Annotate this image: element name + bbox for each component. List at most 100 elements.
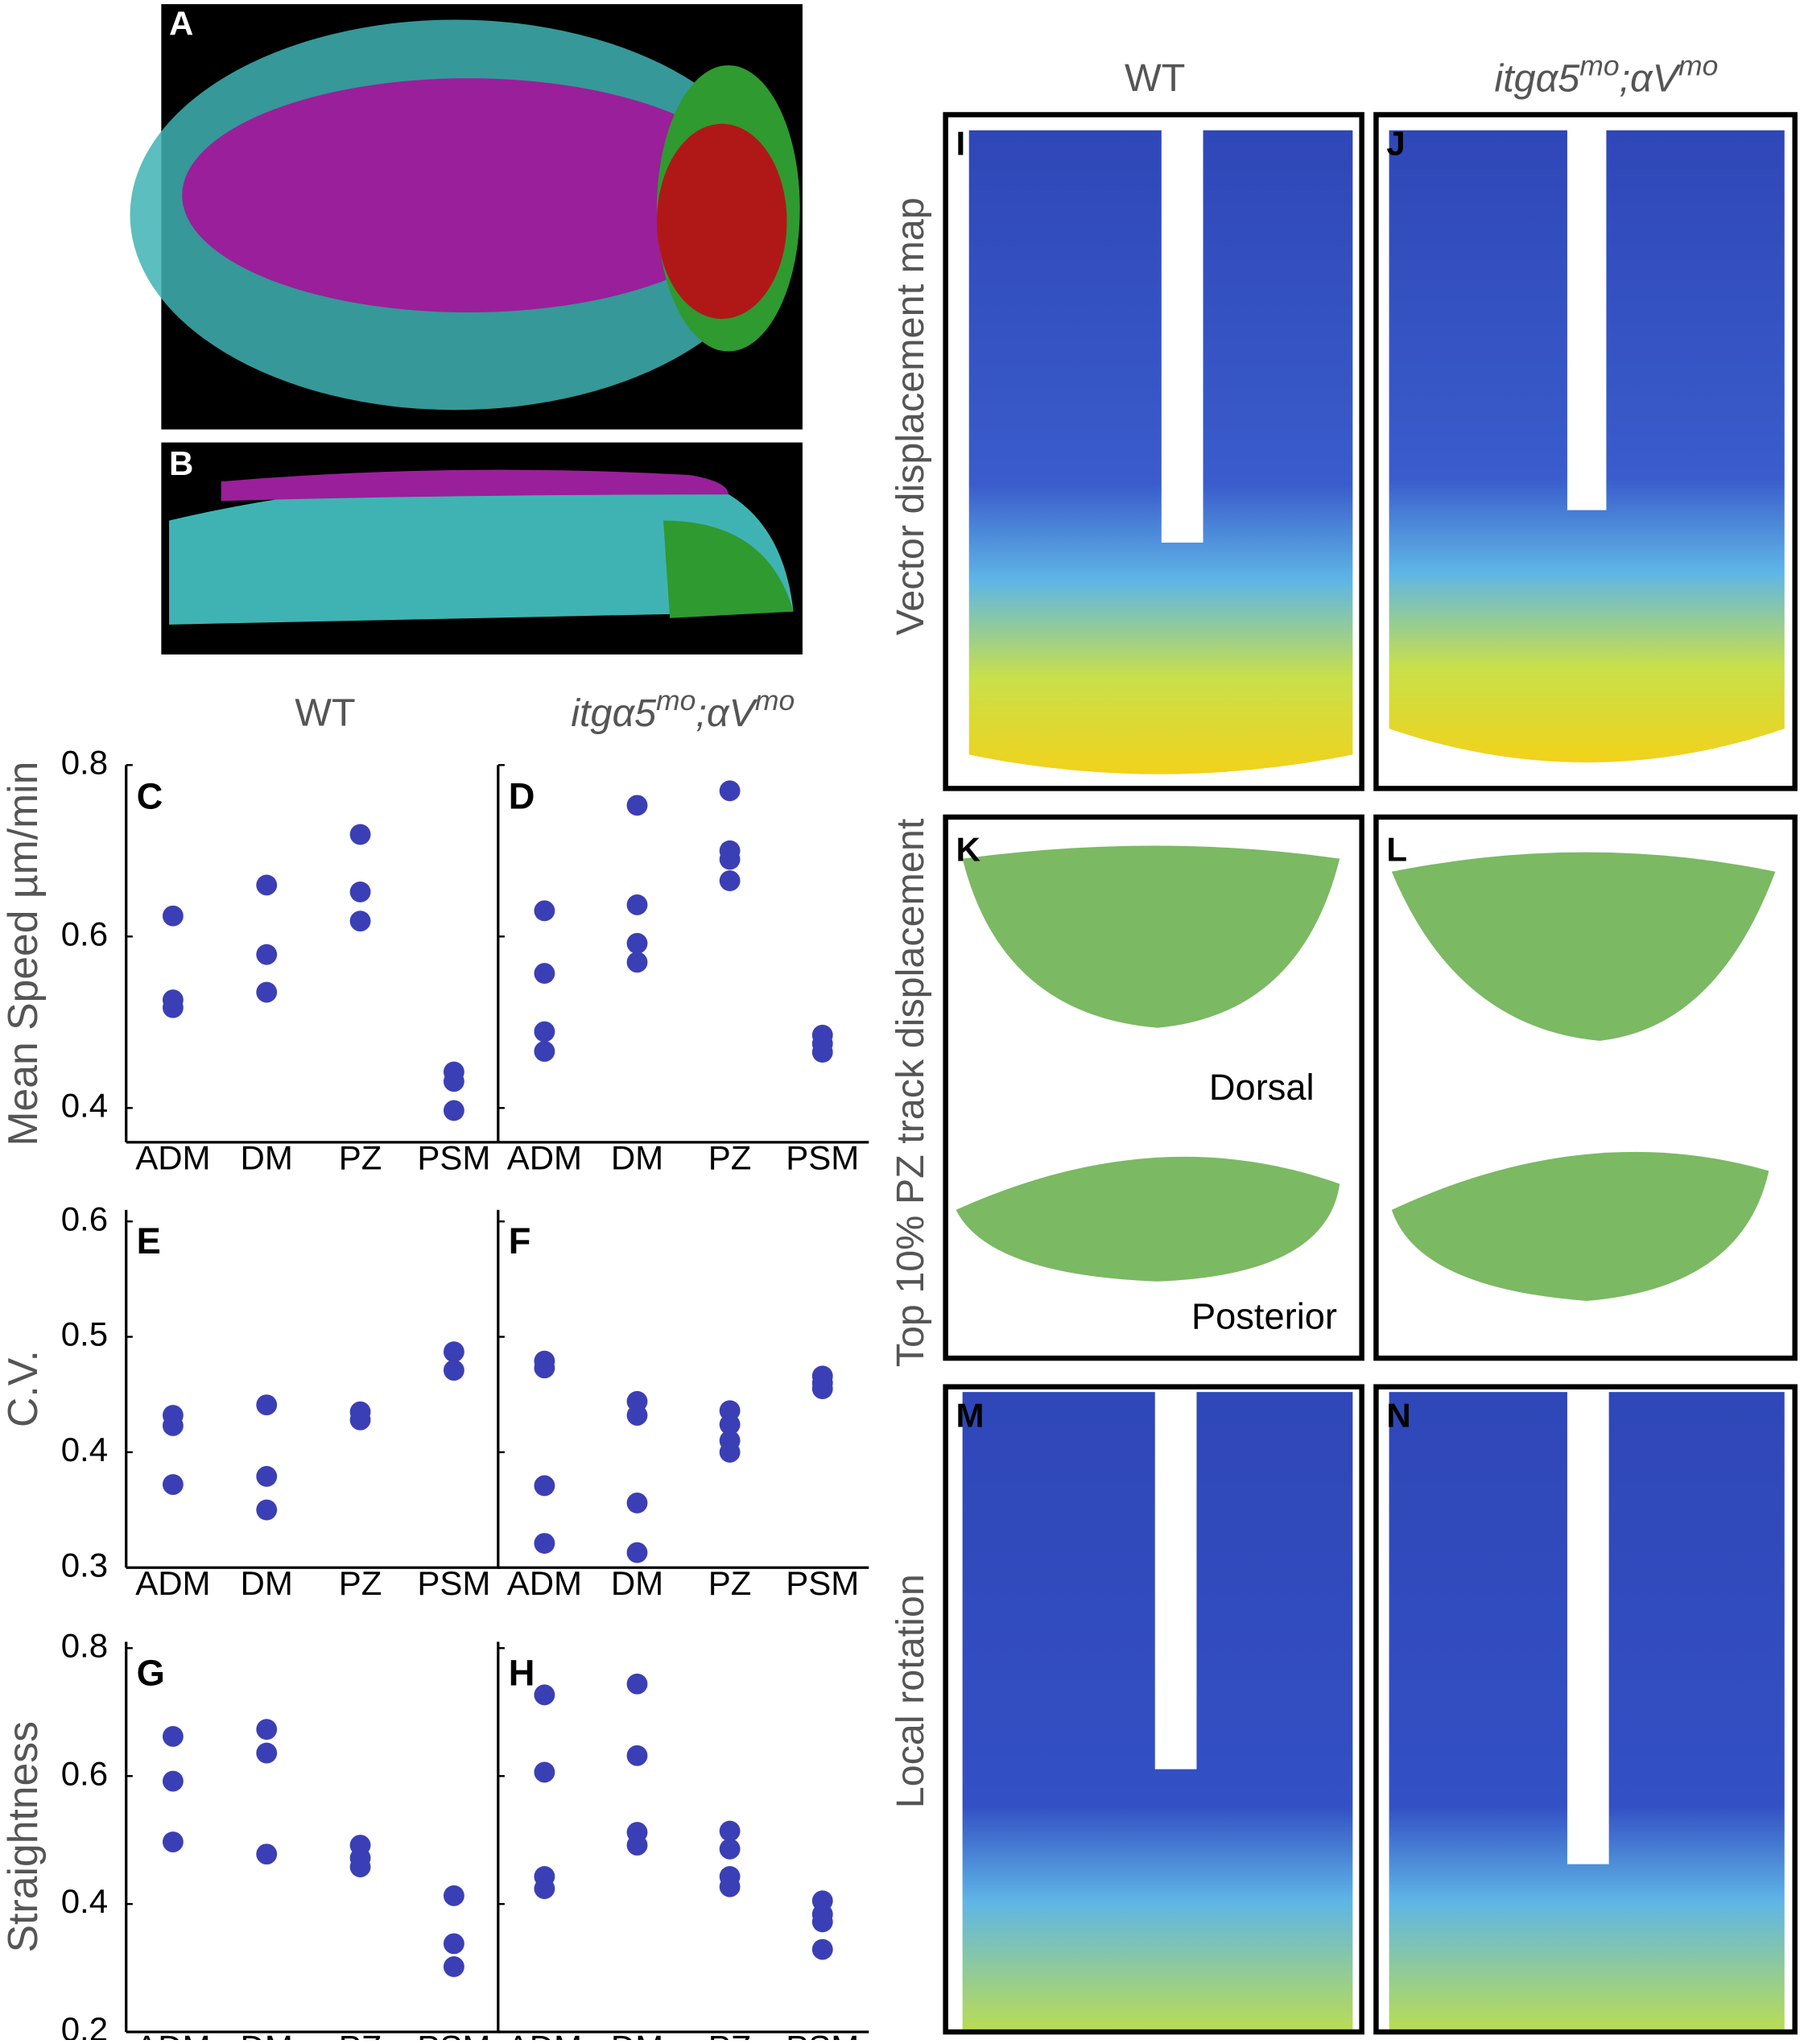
- y-tick-label: 0.4: [61, 1086, 108, 1124]
- data-point: [256, 944, 278, 965]
- panel-label: G: [137, 1652, 165, 1693]
- column-title: WT: [295, 692, 355, 735]
- x-tick-label: DM: [611, 2029, 663, 2040]
- data-point: [534, 1021, 555, 1043]
- data-point: [443, 1360, 464, 1381]
- x-tick-label: ADM: [135, 1564, 210, 1602]
- data-point: [162, 1831, 184, 1852]
- x-tick-label: PSM: [417, 2029, 490, 2040]
- y-tick-label: 0.5: [61, 1315, 108, 1353]
- data-point: [811, 1042, 833, 1063]
- x-tick-label: PSM: [417, 1139, 490, 1177]
- panel-label: B: [169, 444, 193, 482]
- data-point: [534, 1475, 555, 1497]
- y-axis-label: Mean Speed µm/min: [0, 762, 46, 1146]
- data-point: [626, 1835, 648, 1856]
- data-point: [349, 824, 371, 845]
- data-point: [811, 1939, 833, 1960]
- x-tick-label: PZ: [708, 1139, 752, 1177]
- data-point: [626, 952, 648, 973]
- track-panel: K Dorsal Posterior: [943, 814, 1364, 1361]
- panel-label: N: [1386, 1397, 1410, 1435]
- data-point: [626, 1673, 648, 1695]
- cell-tracks: [656, 123, 787, 320]
- panel-label: J: [1386, 124, 1405, 162]
- y-tick-label: 0.6: [61, 1754, 108, 1792]
- y-axis-label: Straightness: [0, 1721, 46, 1952]
- x-tick-label: DM: [241, 1139, 293, 1177]
- column-title: itgα5mo;αVmo: [571, 684, 795, 735]
- data-point: [162, 1474, 184, 1495]
- panel-label: K: [956, 831, 980, 869]
- x-tick-label: PSM: [786, 2029, 859, 2040]
- x-tick-label: PSM: [417, 1564, 490, 1602]
- data-point: [626, 795, 648, 816]
- data-point: [534, 1761, 555, 1783]
- panel-label: I: [956, 124, 966, 162]
- y-tick-label: 0.8: [61, 1626, 108, 1664]
- heatmap-panel: J: [1373, 112, 1798, 791]
- x-tick-label: ADM: [135, 2029, 210, 2040]
- x-tick-label: PSM: [786, 1139, 859, 1177]
- data-point: [626, 1493, 648, 1513]
- y-tick-label: 0.2: [61, 2010, 108, 2040]
- data-point: [719, 1876, 741, 1897]
- panel-label: C: [137, 775, 163, 816]
- row-label: Vector displacement map: [889, 197, 932, 635]
- data-point: [534, 1357, 555, 1379]
- data-point: [443, 1933, 464, 1955]
- data-point: [626, 932, 648, 954]
- view-label: Posterior: [1191, 1296, 1337, 1337]
- data-point: [626, 894, 648, 915]
- panel-label: E: [137, 1220, 161, 1261]
- x-tick-label: DM: [241, 1564, 293, 1602]
- cell-tracks: [663, 520, 794, 618]
- x-tick-label: PZ: [708, 2029, 752, 2040]
- panel-label: A: [169, 5, 193, 43]
- data-point: [256, 981, 278, 1003]
- data-point: [256, 1742, 278, 1764]
- y-axis-label: C.V.: [0, 1350, 46, 1427]
- data-point: [349, 1409, 371, 1431]
- data-point: [534, 900, 555, 922]
- data-point: [256, 1719, 278, 1740]
- data-point: [162, 997, 184, 1018]
- y-tick-label: 0.6: [61, 915, 108, 952]
- data-point: [162, 1770, 184, 1792]
- data-point: [719, 849, 741, 870]
- panel-label: L: [1386, 831, 1407, 869]
- y-tick-label: 0.4: [61, 1431, 108, 1468]
- data-point: [256, 1844, 278, 1865]
- row-label: Local rotation: [889, 1574, 932, 1808]
- data-point: [256, 874, 278, 896]
- x-tick-label: DM: [611, 1564, 663, 1602]
- y-tick-label: 0.6: [61, 1200, 108, 1237]
- data-point: [719, 870, 741, 892]
- column-title: itgα5mo;αVmo: [1494, 50, 1718, 101]
- x-tick-label: ADM: [507, 2029, 582, 2040]
- data-point: [162, 1414, 184, 1436]
- data-point: [626, 1405, 648, 1426]
- data-point: [256, 1499, 278, 1521]
- x-tick-label: ADM: [135, 1139, 210, 1177]
- x-tick-label: PZ: [708, 1564, 752, 1602]
- x-tick-label: ADM: [507, 1139, 582, 1177]
- column-title: WT: [1125, 56, 1185, 100]
- y-tick-label: 0.4: [61, 1882, 108, 1920]
- data-point: [534, 963, 555, 985]
- data-point: [256, 1466, 278, 1487]
- panel-label: M: [956, 1397, 985, 1435]
- y-tick-label: 0.3: [61, 1546, 108, 1584]
- data-point: [719, 1820, 741, 1842]
- cell-tracks: [169, 474, 794, 625]
- data-point: [162, 905, 184, 927]
- data-point: [719, 1414, 741, 1435]
- x-tick-label: DM: [611, 1139, 663, 1177]
- heatmap-panel: I: [943, 112, 1364, 791]
- view-label: Dorsal: [1209, 1067, 1315, 1108]
- data-point: [534, 1684, 555, 1706]
- row-label: Top 10% PZ track displacement: [889, 818, 932, 1367]
- cell-tracks: [221, 469, 729, 502]
- heatmap-panel: M: [943, 1384, 1364, 2035]
- x-tick-label: DM: [241, 2029, 293, 2040]
